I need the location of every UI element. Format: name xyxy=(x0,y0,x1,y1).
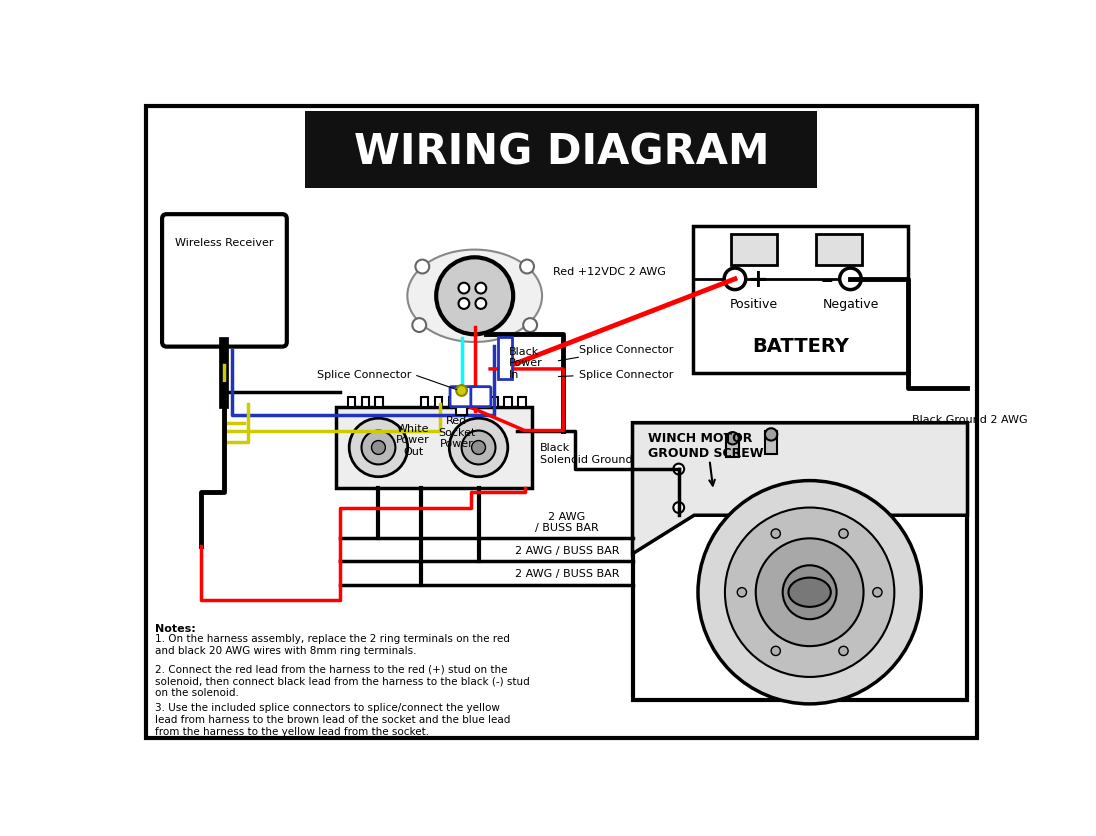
Circle shape xyxy=(458,298,469,309)
Circle shape xyxy=(456,385,467,396)
Bar xyxy=(375,397,384,408)
Circle shape xyxy=(765,429,777,441)
Text: Negative: Negative xyxy=(822,298,879,311)
Bar xyxy=(336,408,533,489)
Text: Splice Connector: Splice Connector xyxy=(558,344,673,361)
Text: White
Power
Out: White Power Out xyxy=(397,423,430,456)
Bar xyxy=(490,397,498,408)
Bar xyxy=(421,397,429,408)
Circle shape xyxy=(476,283,487,294)
Circle shape xyxy=(362,431,396,465)
Circle shape xyxy=(461,431,495,465)
Text: Splice Connector: Splice Connector xyxy=(317,370,457,390)
Text: 3. Use the included splice connectors to splice/connect the yellow
lead from har: 3. Use the included splice connectors to… xyxy=(156,702,511,736)
Text: 2 AWG / BUSS BAR: 2 AWG / BUSS BAR xyxy=(515,546,619,556)
FancyBboxPatch shape xyxy=(162,215,287,347)
Bar xyxy=(456,406,467,415)
Bar xyxy=(727,435,739,458)
Text: Black Ground 2 AWG: Black Ground 2 AWG xyxy=(912,415,1028,425)
Circle shape xyxy=(838,646,848,655)
Circle shape xyxy=(838,529,848,538)
Text: 2 AWG
/ BUSS BAR: 2 AWG / BUSS BAR xyxy=(535,511,600,533)
Text: BATTERY: BATTERY xyxy=(752,337,848,356)
Text: 1. On the harness assembly, replace the 2 ring terminals on the red
and black 20: 1. On the harness assembly, replace the … xyxy=(156,634,510,655)
Circle shape xyxy=(756,538,864,646)
Circle shape xyxy=(471,441,486,455)
Circle shape xyxy=(476,298,487,309)
Circle shape xyxy=(772,529,780,538)
Text: Positive: Positive xyxy=(730,298,778,311)
Circle shape xyxy=(673,464,684,475)
Text: Black
Solenoid Ground: Black Solenoid Ground xyxy=(540,442,632,464)
Bar xyxy=(347,397,355,408)
Circle shape xyxy=(738,588,746,597)
Circle shape xyxy=(449,419,507,477)
Circle shape xyxy=(350,419,408,477)
Circle shape xyxy=(724,268,745,290)
Text: 2. Connect the red lead from the harness to the red (+) stud on the
solenoid, th: 2. Connect the red lead from the harness… xyxy=(156,664,529,697)
Circle shape xyxy=(458,283,469,294)
Bar xyxy=(693,227,909,374)
Bar xyxy=(632,423,968,701)
Bar xyxy=(306,112,818,189)
Bar xyxy=(498,337,512,380)
Circle shape xyxy=(840,268,861,290)
Circle shape xyxy=(436,258,513,335)
Text: Wireless Receiver: Wireless Receiver xyxy=(175,237,274,247)
Bar xyxy=(765,431,777,454)
Text: Notes:: Notes: xyxy=(156,624,196,634)
Circle shape xyxy=(523,319,537,333)
Circle shape xyxy=(872,588,882,597)
Circle shape xyxy=(412,319,426,333)
Circle shape xyxy=(673,502,684,513)
Text: Red +12VDC 2 AWG: Red +12VDC 2 AWG xyxy=(552,267,665,277)
Bar xyxy=(815,235,861,266)
Text: WINCH MOTOR
GROUND SCREW: WINCH MOTOR GROUND SCREW xyxy=(648,431,764,459)
Bar xyxy=(463,397,470,408)
Text: Splice Connector: Splice Connector xyxy=(558,370,673,380)
Circle shape xyxy=(783,566,836,619)
Text: –: – xyxy=(821,268,834,292)
Bar xyxy=(477,397,484,408)
Text: WIRING DIAGRAM: WIRING DIAGRAM xyxy=(354,131,769,174)
FancyBboxPatch shape xyxy=(471,387,491,407)
Circle shape xyxy=(415,260,430,274)
Polygon shape xyxy=(632,423,968,554)
Text: 2 AWG / BUSS BAR: 2 AWG / BUSS BAR xyxy=(515,568,619,579)
Circle shape xyxy=(772,646,780,655)
Circle shape xyxy=(698,481,922,704)
Text: +: + xyxy=(747,268,768,292)
Bar xyxy=(731,235,777,266)
Ellipse shape xyxy=(788,578,831,607)
Bar xyxy=(362,397,369,408)
Bar xyxy=(435,397,443,408)
Bar xyxy=(504,397,512,408)
Ellipse shape xyxy=(408,250,543,343)
Bar xyxy=(517,397,525,408)
Text: Red
Socket
Power: Red Socket Power xyxy=(438,415,476,449)
Circle shape xyxy=(727,432,739,445)
Circle shape xyxy=(521,260,534,274)
Circle shape xyxy=(724,508,894,677)
FancyBboxPatch shape xyxy=(450,387,475,407)
Bar xyxy=(448,397,456,408)
Text: Black
Power
In: Black Power In xyxy=(510,346,544,380)
Circle shape xyxy=(372,441,386,455)
